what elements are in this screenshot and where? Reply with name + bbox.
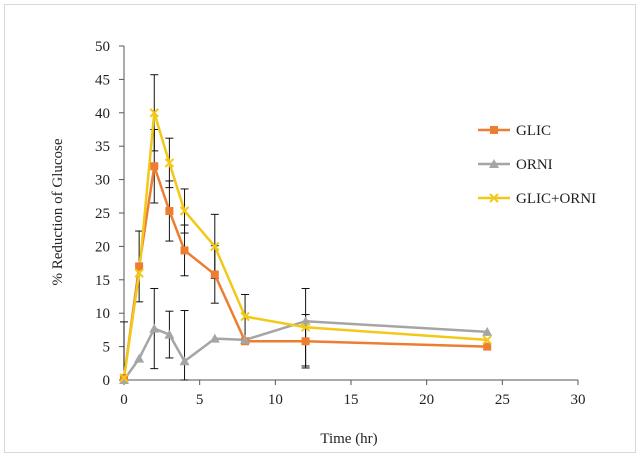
data-point-glic bbox=[180, 246, 189, 255]
data-point-glic-orni bbox=[179, 206, 190, 216]
y-tick-label: 45 bbox=[95, 72, 110, 88]
data-point-glic-orni bbox=[134, 268, 144, 278]
data-point-orni bbox=[179, 356, 190, 366]
data-point-glic bbox=[301, 337, 310, 346]
legend-label-glic: GLIC bbox=[516, 123, 551, 139]
x-axis-title: Time (hr) bbox=[320, 431, 377, 447]
y-tick-label: 50 bbox=[95, 39, 110, 55]
y-tick-label: 40 bbox=[95, 106, 110, 122]
chart-frame bbox=[4, 4, 636, 453]
y-tick-label: 5 bbox=[103, 340, 111, 356]
legend-label-glic-orni: GLIC+ORNI bbox=[516, 191, 596, 207]
data-point-orni bbox=[482, 326, 493, 336]
data-point-glic-orni bbox=[149, 108, 159, 118]
data-point-orni bbox=[209, 333, 220, 343]
data-point-orni bbox=[164, 329, 175, 339]
y-tick-label: 0 bbox=[103, 373, 111, 389]
legend-marker-orni bbox=[489, 159, 499, 168]
x-tick-label: 25 bbox=[495, 392, 510, 408]
data-point-glic bbox=[150, 162, 159, 171]
tick-labels: 0 5 10 15 20 25 30 0 5 10 15 20 25 30 35 40 45 50 bbox=[95, 39, 586, 408]
y-tick-label: 10 bbox=[95, 306, 110, 322]
y-tick-label: 20 bbox=[95, 239, 110, 255]
y-axis-title: % Reduction of Glucose bbox=[50, 138, 66, 285]
data-point-orni bbox=[149, 323, 160, 333]
y-tick-label: 35 bbox=[95, 139, 110, 155]
data-point-orni bbox=[134, 353, 145, 363]
data-point-glic bbox=[135, 262, 144, 271]
y-tick-label: 25 bbox=[95, 206, 110, 222]
legend-marker-glic-orni bbox=[489, 193, 499, 203]
data-point-glic-orni bbox=[240, 311, 250, 322]
legend-marker-glic bbox=[490, 126, 498, 134]
x-tick-label: 30 bbox=[571, 392, 586, 408]
x-tick-label: 15 bbox=[344, 392, 359, 408]
y-tick-label: 15 bbox=[95, 273, 110, 289]
legend: GLIC ORNI GLIC+ORNI bbox=[478, 123, 596, 207]
data-point-glic-orni bbox=[482, 335, 492, 345]
y-tick-label: 30 bbox=[95, 173, 110, 189]
legend-label-orni: ORNI bbox=[516, 157, 553, 173]
data-point-glic-orni bbox=[300, 322, 311, 332]
series-markers bbox=[119, 108, 493, 384]
data-point-glic-orni bbox=[164, 158, 175, 168]
x-tick-label: 0 bbox=[120, 392, 128, 408]
data-point-orni bbox=[240, 334, 251, 344]
data-point-glic bbox=[483, 342, 492, 351]
data-point-glic-orni bbox=[210, 241, 220, 252]
x-tick-label: 20 bbox=[419, 392, 434, 408]
data-point-glic bbox=[210, 270, 219, 279]
data-point-glic-orni bbox=[119, 373, 129, 383]
data-point-orni bbox=[300, 316, 311, 326]
x-tick-label: 10 bbox=[268, 392, 283, 408]
data-point-glic bbox=[165, 206, 174, 215]
x-tick-label: 5 bbox=[196, 392, 204, 408]
